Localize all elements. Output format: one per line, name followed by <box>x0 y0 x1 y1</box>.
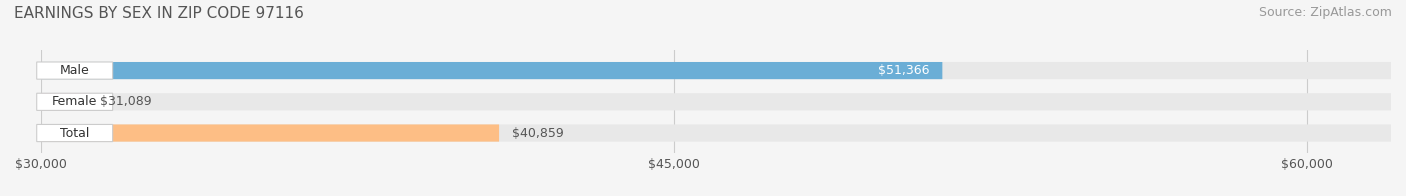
FancyBboxPatch shape <box>41 124 1391 142</box>
Text: Male: Male <box>60 64 90 77</box>
Text: Total: Total <box>60 127 90 140</box>
Text: $31,089: $31,089 <box>100 95 152 108</box>
FancyBboxPatch shape <box>41 62 942 79</box>
Text: Female: Female <box>52 95 97 108</box>
FancyBboxPatch shape <box>37 124 112 142</box>
FancyBboxPatch shape <box>41 93 1391 110</box>
Text: EARNINGS BY SEX IN ZIP CODE 97116: EARNINGS BY SEX IN ZIP CODE 97116 <box>14 6 304 21</box>
FancyBboxPatch shape <box>41 124 499 142</box>
FancyBboxPatch shape <box>41 62 1391 79</box>
Text: Source: ZipAtlas.com: Source: ZipAtlas.com <box>1258 6 1392 19</box>
Text: $40,859: $40,859 <box>512 127 564 140</box>
FancyBboxPatch shape <box>41 93 87 110</box>
FancyBboxPatch shape <box>37 62 112 79</box>
Text: $51,366: $51,366 <box>879 64 929 77</box>
FancyBboxPatch shape <box>37 93 112 110</box>
